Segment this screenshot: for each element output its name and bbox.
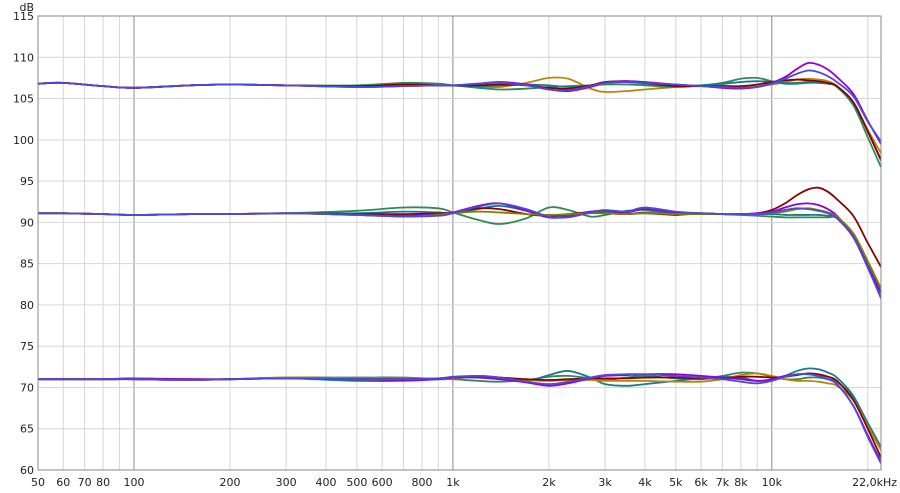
series-line: [38, 186, 881, 268]
x-tick-label: 7k: [716, 476, 730, 489]
y-tick-label: 75: [20, 340, 34, 353]
series-line: [38, 204, 881, 299]
x-tick-label: 800: [411, 476, 432, 489]
y-tick-labels: 60 65 70 75 80 85 90 95 100 105 110 115: [13, 10, 34, 477]
x-tick-label: 60: [56, 476, 70, 489]
x-tick-labels: 50 60 70 80 100 200 300 400 500 600 800 1k 2k 3k 4k 5k 6…: [31, 476, 897, 489]
x-tick-label: 4k: [638, 476, 652, 489]
x-tick-label: 2k: [542, 476, 556, 489]
x-tick-label: 10k: [762, 476, 783, 489]
curve-group-1: [38, 61, 881, 168]
y-tick-label: 100: [13, 134, 34, 147]
x-tick-label: 80: [96, 476, 110, 489]
y-tick-label: 85: [20, 258, 34, 271]
x-tick-label: 600: [372, 476, 393, 489]
x-tick-label: 200: [219, 476, 240, 489]
y-tick-label: 110: [13, 51, 34, 64]
x-tick-label: 400: [315, 476, 336, 489]
y-tick-label: 60: [20, 464, 34, 477]
series-line: [38, 206, 881, 294]
series-line: [38, 202, 881, 300]
y-tick-label: 65: [20, 423, 34, 436]
curve-group-2: [38, 186, 881, 300]
y-tick-label: 80: [20, 299, 34, 312]
series-layer: [38, 61, 881, 465]
series-line: [38, 69, 881, 143]
x-tick-label: 70: [78, 476, 92, 489]
x-tick-label: 22,0kHz: [852, 476, 897, 489]
y-tick-label: 115: [13, 10, 34, 23]
y-tick-label: 105: [13, 93, 34, 106]
y-axis-unit-label: dB: [19, 1, 34, 14]
y-tick-label: 70: [20, 381, 34, 394]
series-line: [38, 61, 881, 145]
y-tick-label: 90: [20, 216, 34, 229]
series-line: [38, 207, 881, 290]
x-tick-label: 5k: [669, 476, 683, 489]
series-line: [38, 372, 881, 459]
series-line: [38, 78, 881, 161]
series-line: [38, 372, 881, 452]
x-tick-label: 6k: [694, 476, 708, 489]
x-tick-label: 300: [276, 476, 297, 489]
x-tick-label: 8k: [734, 476, 748, 489]
x-tick-label: 1k: [446, 476, 460, 489]
x-tick-label: 3k: [598, 476, 612, 489]
series-line: [38, 80, 881, 162]
series-line: [38, 76, 881, 168]
plot-frame: [37, 15, 882, 471]
series-line: [38, 76, 881, 154]
x-tick-label: 500: [346, 476, 367, 489]
series-line: [38, 373, 881, 465]
series-line: [38, 202, 881, 294]
curve-group-3: [38, 367, 881, 465]
x-tick-label: 50: [31, 476, 45, 489]
x-tick-label: 100: [123, 476, 144, 489]
y-tick-label: 95: [20, 175, 34, 188]
